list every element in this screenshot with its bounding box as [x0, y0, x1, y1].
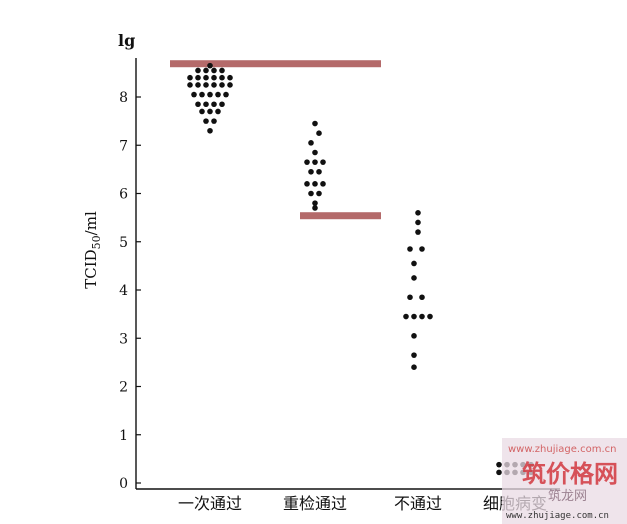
point-0-25	[219, 101, 225, 108]
y-tick-label-4: 4	[119, 283, 128, 299]
watermark: www.zhujiage.com.cn 筑价格网 筑龙网 www.zhujiag…	[502, 438, 627, 524]
point-0-31	[207, 127, 213, 134]
y-tick-label-7: 7	[119, 138, 128, 154]
point-0-16	[227, 82, 233, 88]
y-axis-label-sub: 50	[90, 235, 103, 249]
point-1-2	[308, 140, 314, 146]
point-2-14	[411, 352, 417, 358]
category-label-1: 重检通过	[283, 494, 347, 513]
point-2-12	[427, 313, 433, 320]
point-0-3	[211, 67, 217, 74]
point-0-7	[203, 74, 209, 81]
y-tick-label-8: 8	[119, 90, 128, 106]
point-1-8	[316, 168, 322, 175]
point-0-26	[199, 108, 205, 115]
y-ticks: 0 1 2 3 4 5 6 7 8	[119, 90, 141, 492]
point-1-14	[312, 200, 318, 206]
y-tick-label-6: 6	[119, 187, 128, 203]
point-1-13	[316, 190, 322, 197]
point-0-10	[227, 74, 233, 81]
y-tick-label-1: 1	[119, 428, 128, 444]
point-2-0	[415, 210, 421, 216]
y-unit-label: lg	[118, 31, 135, 50]
point-2-2	[415, 229, 421, 235]
point-1-1	[316, 130, 322, 136]
threshold-line-0	[170, 60, 381, 68]
point-0-18	[199, 91, 205, 98]
point-1-3	[312, 149, 318, 156]
watermark-brand2: 筑价格网	[522, 460, 618, 488]
watermark-site-top: www.zhujiage.com.cn	[508, 444, 616, 455]
point-2-9	[403, 313, 409, 320]
point-0-4	[219, 67, 225, 74]
watermark-site: www.zhujiage.com.cn	[506, 511, 609, 521]
point-1-11	[320, 181, 326, 187]
threshold-line-1	[300, 212, 381, 220]
point-2-10	[411, 313, 417, 320]
y-tick-label-3: 3	[119, 331, 128, 347]
point-1-6	[320, 159, 326, 165]
point-0-1	[195, 67, 201, 74]
point-0-13	[203, 82, 209, 88]
point-0-14	[211, 82, 217, 88]
point-2-4	[419, 246, 425, 252]
point-0-30	[211, 118, 217, 124]
point-0-20	[215, 91, 221, 98]
y-tick-label-5: 5	[119, 235, 128, 251]
category-label-0: 一次通过	[178, 494, 242, 513]
point-0-17	[191, 91, 197, 98]
point-1-10	[312, 181, 318, 187]
point-0-6	[195, 74, 201, 81]
point-2-1	[415, 219, 421, 226]
point-0-11	[187, 82, 193, 88]
category-labels: 一次通过重检通过不通过细胞病变	[178, 494, 547, 513]
point-2-15	[411, 364, 417, 371]
y-axis-label-tail: /ml	[82, 211, 100, 235]
point-0-2	[203, 67, 209, 74]
point-0-8	[211, 74, 217, 81]
y-tick-label-0: 0	[119, 476, 128, 492]
point-2-6	[411, 275, 417, 281]
point-2-13	[411, 333, 417, 339]
point-0-5	[187, 74, 193, 81]
point-2-7	[407, 294, 413, 301]
point-0-23	[203, 101, 209, 108]
watermark-brand: 筑龙网	[548, 488, 587, 504]
point-0-28	[215, 108, 221, 115]
point-2-8	[419, 294, 425, 301]
point-0-15	[219, 82, 225, 88]
point-1-7	[308, 168, 314, 175]
point-0-0	[207, 62, 213, 69]
point-0-22	[195, 101, 201, 108]
point-1-9	[304, 181, 310, 187]
y-axis-label: TCID50/ml	[82, 211, 103, 289]
point-0-21	[223, 91, 229, 98]
point-0-9	[219, 74, 225, 81]
point-0-19	[207, 91, 213, 98]
point-0-12	[195, 82, 201, 88]
data-points	[187, 62, 534, 476]
point-0-29	[203, 118, 209, 124]
point-0-24	[211, 101, 217, 108]
threshold-lines	[170, 60, 381, 220]
point-1-0	[312, 120, 318, 127]
point-0-27	[207, 108, 213, 115]
y-tick-label-2: 2	[119, 380, 128, 396]
point-2-11	[419, 313, 425, 320]
point-1-15	[312, 205, 318, 211]
point-1-5	[312, 159, 318, 165]
point-1-4	[304, 159, 310, 165]
y-axis-label-main: TCID	[82, 249, 100, 288]
point-2-5	[411, 260, 417, 267]
category-label-2: 不通过	[394, 494, 442, 513]
point-3-5	[496, 469, 502, 476]
point-1-12	[308, 190, 314, 197]
point-3-0	[496, 461, 502, 468]
point-2-3	[407, 246, 413, 252]
